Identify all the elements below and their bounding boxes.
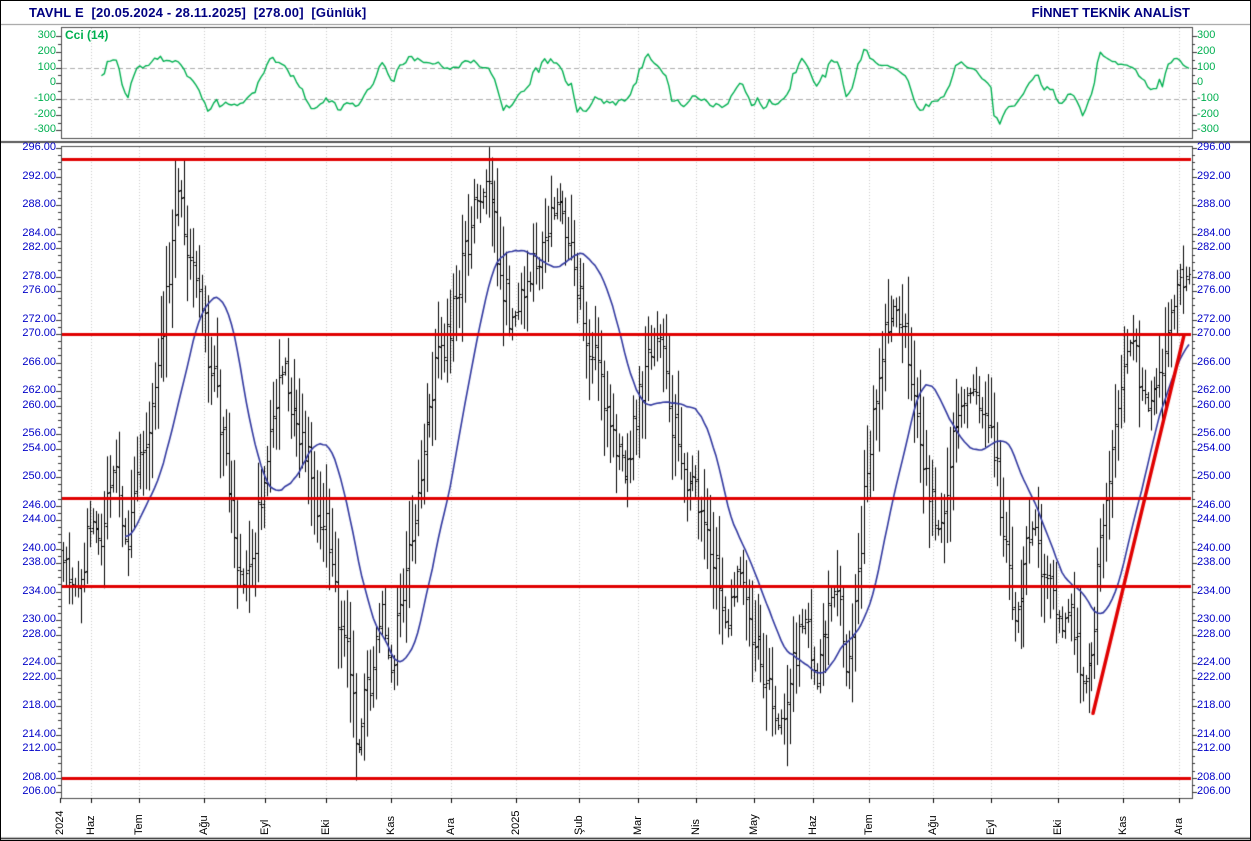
cci-tick-label: 0 (49, 76, 56, 88)
month-label: 2024 (54, 810, 66, 835)
price-tick-label: 224.00 (1197, 656, 1231, 668)
brand-title: FİNNET TEKNİK ANALİST (1031, 5, 1190, 20)
price-tick-label: 234.00 (1197, 585, 1231, 597)
price-tick-label: 206.00 (22, 785, 56, 797)
price-tick-label: 212.00 (22, 742, 56, 754)
cci-tick-label: 200 (1197, 45, 1216, 57)
month-label: Eki (1052, 819, 1064, 835)
price-tick-label: 266.00 (22, 356, 56, 368)
cci-tick-label: -300 (1197, 123, 1220, 135)
cci-tick-label: 100 (1197, 61, 1216, 73)
price-tick-label: 284.00 (22, 227, 56, 239)
month-label: Ara (445, 817, 457, 835)
month-label: Kas (385, 816, 397, 835)
month-label: Şub (573, 815, 585, 835)
cci-tick-label: -100 (33, 92, 56, 104)
month-label: Nis (690, 819, 702, 835)
cci-panel[interactable] (62, 28, 1191, 138)
price-tick-label: 296.00 (22, 141, 56, 153)
price-tick-label: 228.00 (1197, 628, 1231, 640)
month-label: Ağu (198, 815, 210, 835)
symbol-title: TAVHL E [20.05.2024 - 28.11.2025] [278.0… (29, 5, 367, 20)
cci-tick-label: 100 (37, 61, 56, 73)
price-tick-label: 228.00 (22, 628, 56, 640)
price-tick-label: 224.00 (22, 656, 56, 668)
price-tick-label: 240.00 (1197, 542, 1231, 554)
month-label: Haz (85, 815, 97, 835)
price-tick-label: 240.00 (22, 542, 56, 554)
price-tick-label: 266.00 (1197, 356, 1231, 368)
price-tick-label: 234.00 (22, 585, 56, 597)
month-label: May (748, 814, 760, 835)
price-tick-label: 208.00 (22, 771, 56, 783)
cci-tick-label: 300 (37, 29, 56, 41)
month-label: Mar (632, 816, 644, 835)
month-label: 2025 (510, 810, 522, 835)
price-tick-label: 282.00 (22, 241, 56, 253)
price-tick-label: 244.00 (22, 513, 56, 525)
month-label: Eki (320, 819, 332, 835)
price-tick-label: 270.00 (1197, 327, 1231, 339)
price-tick-label: 270.00 (22, 327, 56, 339)
cci-tick-label: 0 (1197, 76, 1204, 88)
cci-tick-label: 300 (1197, 29, 1216, 41)
price-tick-label: 246.00 (22, 499, 56, 511)
price-tick-label: 244.00 (1197, 513, 1231, 525)
price-tick-label: 250.00 (22, 470, 56, 482)
price-tick-label: 282.00 (1197, 241, 1231, 253)
price-tick-label: 222.00 (22, 671, 56, 683)
price-tick-label: 292.00 (1197, 170, 1231, 182)
cci-tick-label: -100 (1197, 92, 1220, 104)
month-label: Tem (133, 814, 145, 835)
cci-tick-label: -200 (33, 108, 56, 120)
price-panel[interactable] (62, 147, 1191, 797)
price-tick-label: 254.00 (22, 442, 56, 454)
price-tick-label: 262.00 (1197, 384, 1231, 396)
price-tick-label: 278.00 (22, 270, 56, 282)
price-tick-label: 260.00 (1197, 399, 1231, 411)
price-tick-label: 218.00 (1197, 699, 1231, 711)
cci-tick-label: -200 (1197, 108, 1220, 120)
price-tick-label: 262.00 (22, 384, 56, 396)
price-tick-label: 230.00 (22, 613, 56, 625)
price-tick-label: 278.00 (1197, 270, 1231, 282)
price-tick-label: 256.00 (1197, 427, 1231, 439)
price-tick-label: 272.00 (1197, 313, 1231, 325)
cci-tick-label: -300 (33, 123, 56, 135)
price-tick-label: 214.00 (1197, 728, 1231, 740)
month-label: Eyl (985, 819, 997, 835)
price-tick-label: 276.00 (22, 284, 56, 296)
price-tick-label: 238.00 (1197, 556, 1231, 568)
month-label: Eyl (259, 819, 271, 835)
cci-indicator-label: Cci (14) (65, 28, 109, 42)
month-label: Ağu (927, 815, 939, 835)
price-tick-label: 292.00 (22, 170, 56, 182)
price-tick-label: 256.00 (22, 427, 56, 439)
price-tick-label: 272.00 (22, 313, 56, 325)
price-tick-label: 214.00 (22, 728, 56, 740)
price-tick-label: 218.00 (22, 699, 56, 711)
price-tick-label: 276.00 (1197, 284, 1231, 296)
price-tick-label: 250.00 (1197, 470, 1231, 482)
price-tick-label: 208.00 (1197, 771, 1231, 783)
month-label: Ara (1173, 817, 1185, 835)
month-label: Haz (807, 815, 819, 835)
price-tick-label: 288.00 (22, 198, 56, 210)
price-tick-label: 238.00 (22, 556, 56, 568)
price-tick-label: 296.00 (1197, 141, 1231, 153)
cci-tick-label: 200 (37, 45, 56, 57)
price-tick-label: 206.00 (1197, 785, 1231, 797)
price-tick-label: 246.00 (1197, 499, 1231, 511)
month-label: Kas (1117, 816, 1129, 835)
price-tick-label: 230.00 (1197, 613, 1231, 625)
price-tick-label: 222.00 (1197, 671, 1231, 683)
price-tick-label: 260.00 (22, 399, 56, 411)
month-label: Tem (863, 814, 875, 835)
price-tick-label: 288.00 (1197, 198, 1231, 210)
price-tick-label: 254.00 (1197, 442, 1231, 454)
price-tick-label: 284.00 (1197, 227, 1231, 239)
price-tick-label: 212.00 (1197, 742, 1231, 754)
